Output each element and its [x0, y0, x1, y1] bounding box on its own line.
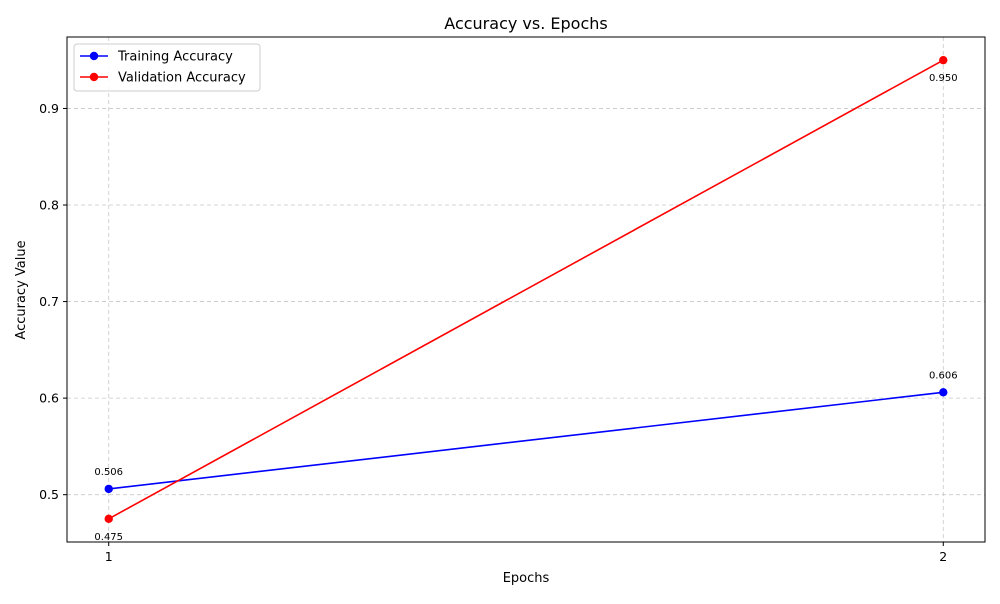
data-label: 0.606 [929, 370, 958, 381]
grid-layer [67, 37, 985, 542]
data-label: 0.506 [94, 467, 123, 478]
y-tick-label: 0.7 [39, 294, 59, 309]
tick-layer: 1 2 0.5 0.6 0.7 0.8 0.9 [39, 101, 947, 564]
data-point [104, 514, 113, 524]
y-tick-label: 0.8 [39, 198, 59, 213]
data-point [939, 55, 948, 65]
y-tick-label: 0.6 [39, 391, 59, 406]
y-axis-label: Accuracy Value [14, 240, 29, 339]
legend-label: Training Accuracy [117, 50, 233, 65]
data-label-layer: 0.506 0.606 0.475 0.950 [94, 73, 957, 543]
data-label: 0.950 [929, 73, 958, 84]
data-point [104, 484, 113, 494]
series-line-training [108, 391, 944, 490]
chart-title: Accuracy vs. Epochs [444, 14, 607, 33]
y-tick-label: 0.5 [39, 487, 59, 502]
series-layer [104, 55, 948, 524]
data-point [939, 388, 948, 397]
legend-box [73, 43, 261, 92]
x-axis-label: Epochs [503, 571, 550, 586]
legend-marker [89, 51, 99, 61]
legend-marker [89, 72, 99, 82]
x-tick-label: 2 [939, 549, 947, 564]
data-label: 0.475 [94, 532, 123, 543]
series-line-validation [108, 59, 944, 520]
legend: Training Accuracy Validation Accuracy [73, 43, 261, 92]
plot-area-frame [66, 36, 986, 543]
legend-label: Validation Accuracy [118, 71, 246, 86]
y-tick-label: 0.9 [39, 101, 59, 116]
x-tick-label: 1 [105, 549, 113, 564]
